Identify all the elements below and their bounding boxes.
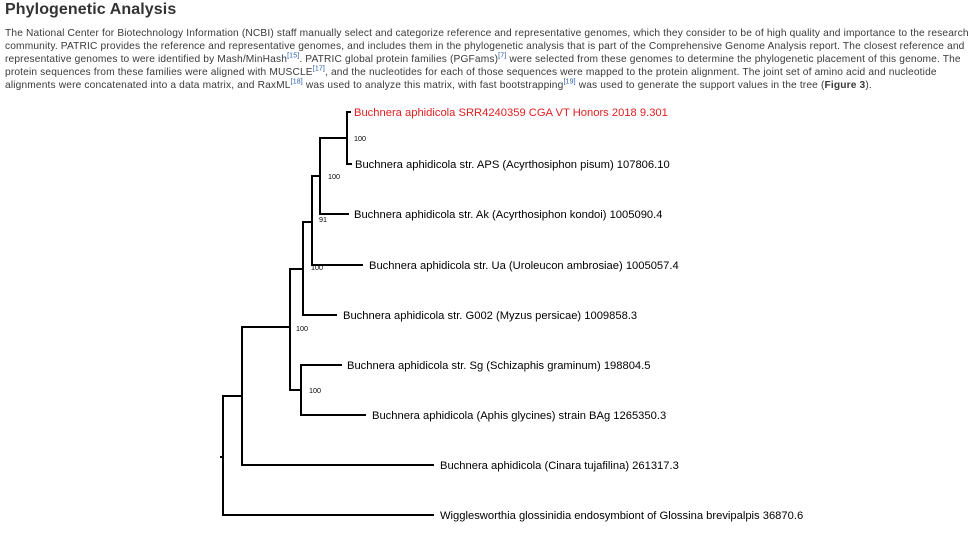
support-value: 100 <box>311 263 323 272</box>
tree-leaf-label: Buchnera aphidicola SRR4240359 CGA VT Ho… <box>354 107 668 119</box>
paragraph-text: was used to generate the support values … <box>575 80 825 91</box>
section-title: Phylogenetic Analysis <box>5 1 177 18</box>
paragraph-text: , and the nucleotides for each of those … <box>5 67 937 91</box>
description-paragraph: The National Center for Biotechnology In… <box>5 27 971 92</box>
tree-leaf-label: Buchnera aphidicola (Cinara tujafilina) … <box>440 460 679 472</box>
support-value: 100 <box>296 324 308 333</box>
support-value: 100 <box>309 386 321 395</box>
support-value: 100 <box>354 134 366 143</box>
paragraph-text: . PATRIC global protein families (PGFams… <box>299 54 499 65</box>
tree-leaf-label: Wigglesworthia glossinidia endosymbiont … <box>440 510 803 522</box>
support-value: 100 <box>328 172 340 181</box>
citation-link-15[interactable]: [15] <box>287 52 300 60</box>
citation-link-19[interactable]: [19] <box>563 78 576 86</box>
paragraph-text: was used to analyze this matrix, with fa… <box>302 80 564 91</box>
paragraph-text: The National Center for Biotechnology In… <box>5 28 969 65</box>
support-value: 91 <box>319 215 327 224</box>
citation-link-17[interactable]: [17] <box>312 65 325 73</box>
tree-leaf-label: Buchnera aphidicola str. G002 (Myzus per… <box>343 310 637 322</box>
tree-leaf-label: Buchnera aphidicola str. Ak (Acyrthosiph… <box>354 209 662 221</box>
tree-leaf-label: Buchnera aphidicola (Aphis glycines) str… <box>372 410 666 422</box>
figure-reference: Figure 3 <box>824 80 866 91</box>
tree-leaf-label: Buchnera aphidicola str. Ua (Uroleucon a… <box>369 260 679 272</box>
paragraph-text: were selected from these genomes to dete… <box>5 54 961 78</box>
citation-link-7[interactable]: [7] <box>498 52 507 60</box>
citation-link-18[interactable]: [18] <box>290 78 303 86</box>
tree-leaf-label: Buchnera aphidicola str. Sg (Schizaphis … <box>347 360 650 372</box>
tree-leaf-label: Buchnera aphidicola str. APS (Acyrthosip… <box>355 159 670 171</box>
paragraph-text: ). <box>865 80 872 91</box>
